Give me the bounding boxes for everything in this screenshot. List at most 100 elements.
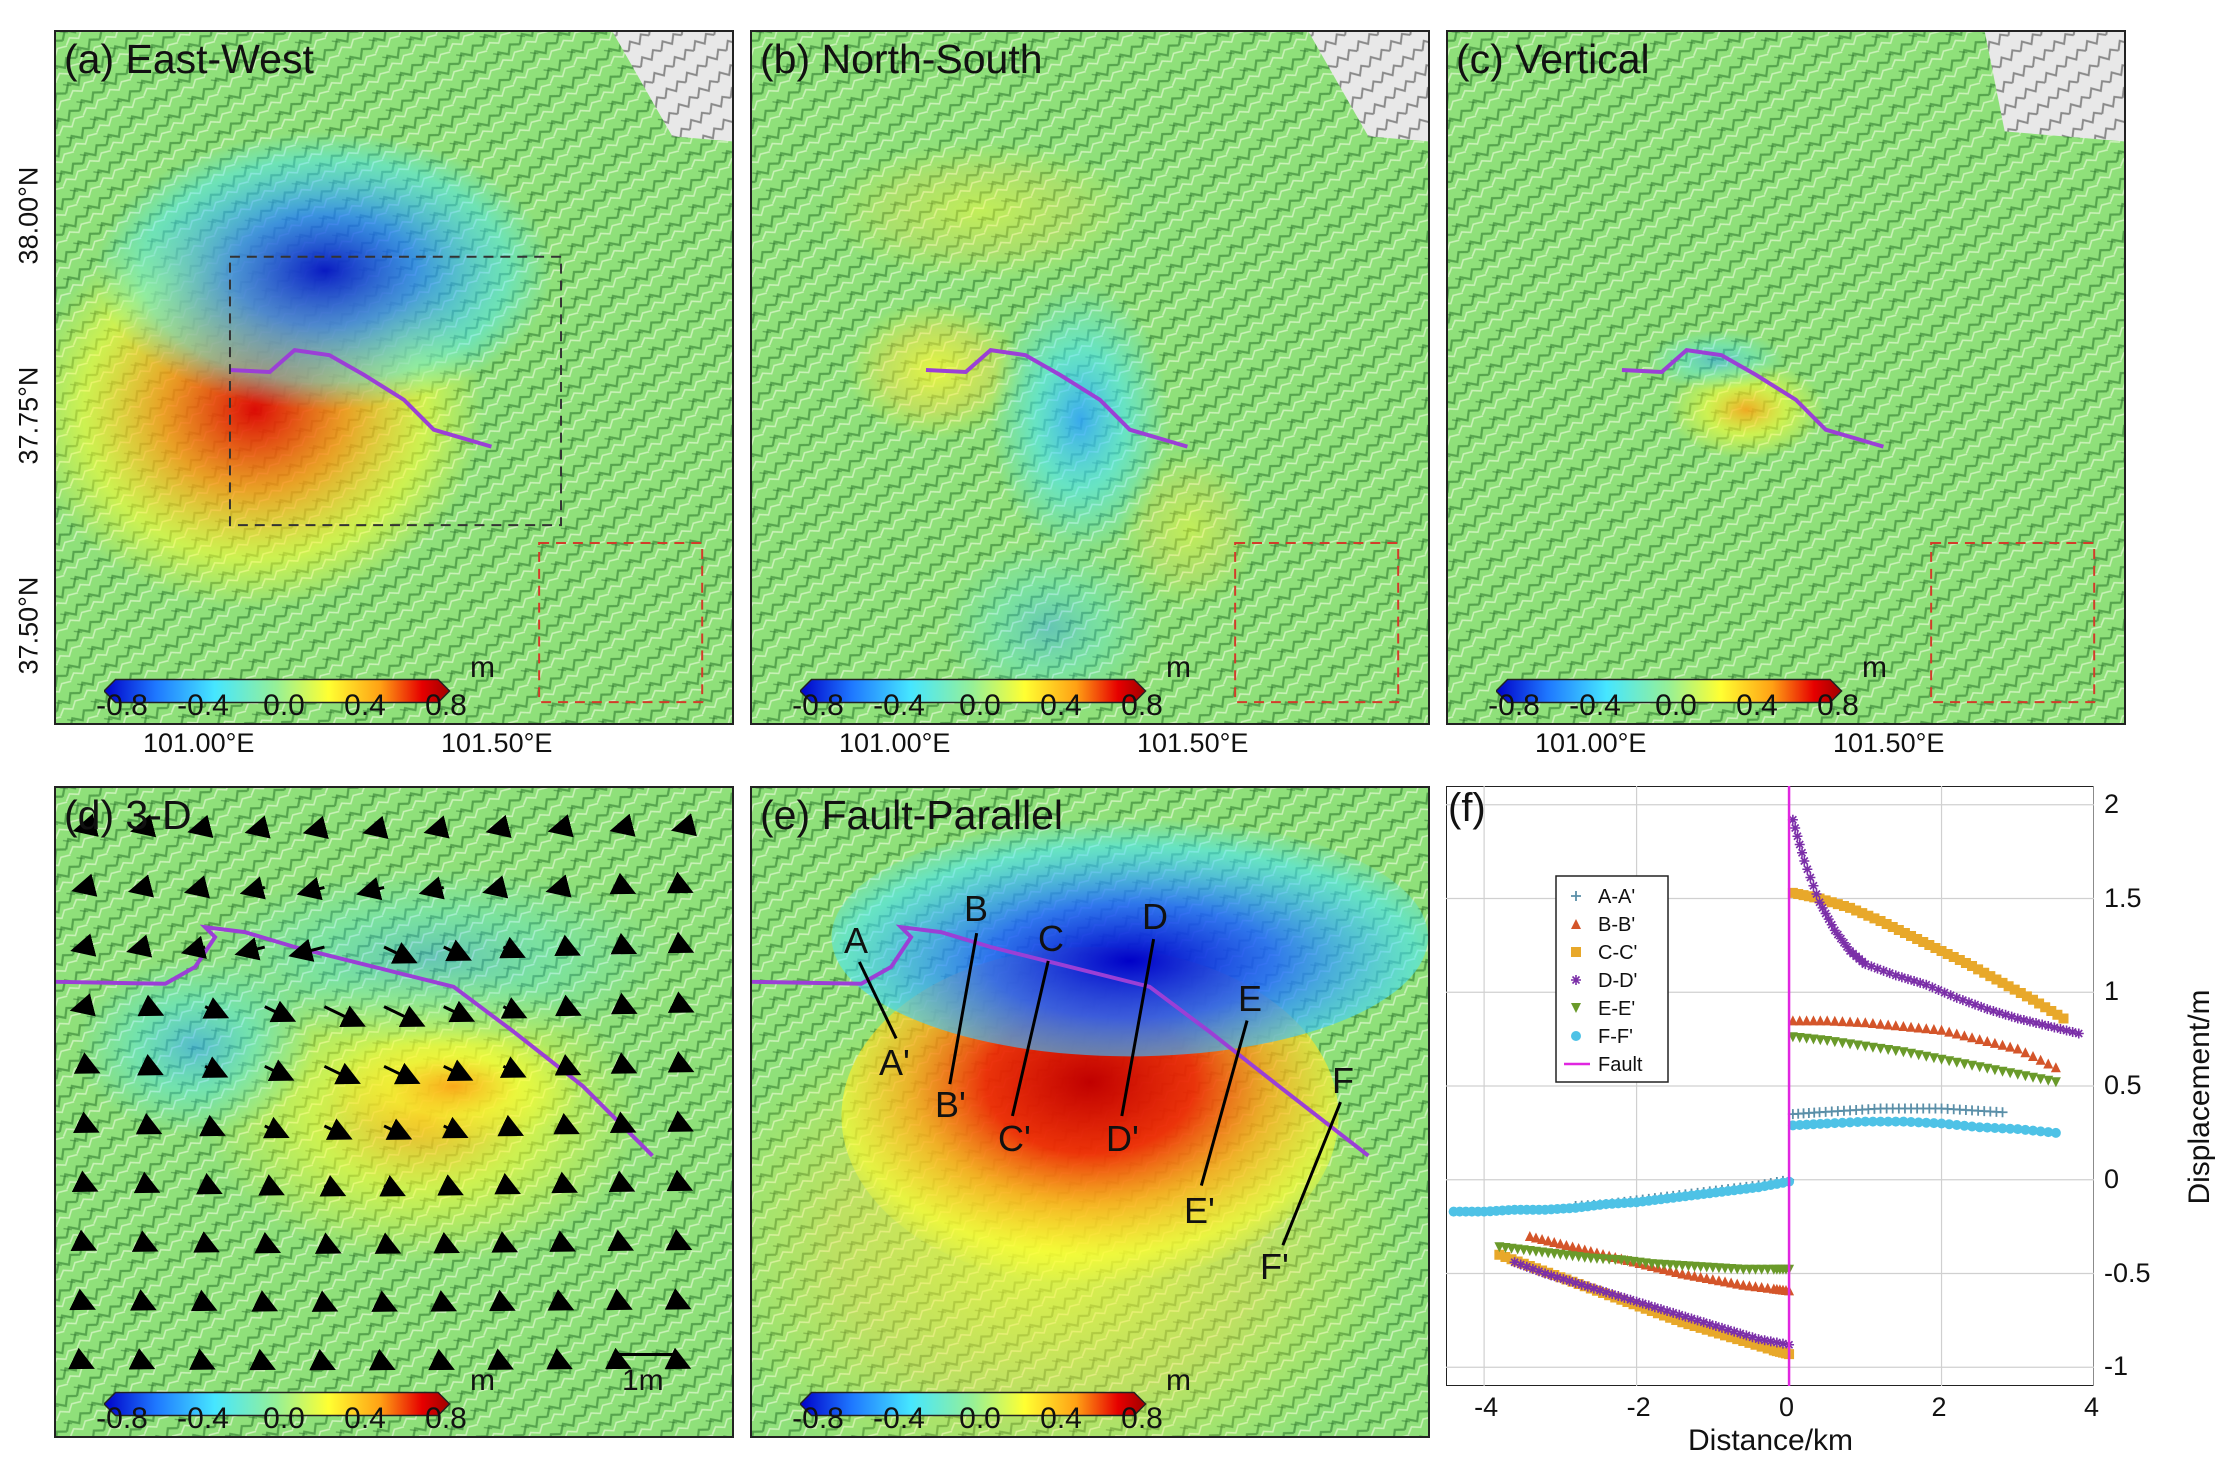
- data-point: [1989, 1123, 2000, 1133]
- data-point: [1524, 1231, 1535, 1241]
- x-tick-label: 2: [1931, 1392, 1947, 1422]
- colorbar-tick: 0.4: [1736, 689, 1778, 722]
- data-point: [2043, 1075, 2054, 1086]
- data-point: [1704, 1319, 1715, 1330]
- colorbar-gradient: [800, 1391, 1147, 1417]
- data-point: [1928, 1053, 1939, 1064]
- data-point: [2028, 1051, 2039, 1061]
- data-point: [1878, 965, 1889, 976]
- data-point: [1794, 1015, 1805, 1026]
- data-point: [1872, 963, 1883, 974]
- y-axis-label: Displacement/m: [2183, 989, 2216, 1205]
- data-point: [1515, 1259, 1526, 1270]
- colorbar-unit: m: [470, 651, 495, 684]
- data-point: [1571, 919, 1581, 929]
- data-point: [1973, 964, 1984, 975]
- data-point: [2009, 984, 2020, 995]
- data-point: [2061, 1025, 2072, 1036]
- data-point: [1959, 1030, 1970, 1041]
- data-point: [2055, 1024, 2066, 1034]
- data-point: [1837, 1038, 1848, 1049]
- profile-label: B': [935, 1084, 966, 1125]
- displacement-arrow: [137, 994, 165, 1017]
- displacement-arrow: [190, 1289, 218, 1312]
- data-point: [1732, 1334, 1743, 1345]
- fault-parallel-map: [752, 788, 1428, 1436]
- north-south-map: [752, 32, 1428, 723]
- colorbar-gradient: [800, 678, 1147, 704]
- data-point: [1692, 1315, 1703, 1326]
- data-point: [2003, 981, 2014, 992]
- data-point: [1798, 890, 1809, 901]
- panel-title-a: (a) East-West: [64, 36, 314, 82]
- displacement-arrow: [433, 1231, 460, 1254]
- displacement-arrow: [264, 1000, 297, 1023]
- displacement-arrow: [443, 1059, 474, 1081]
- data-point: [1893, 925, 1904, 935]
- data-point: [1765, 1336, 1776, 1347]
- data-point: [1845, 1117, 1856, 1128]
- x-tick-label: -4: [1474, 1392, 1499, 1422]
- data-point: [1991, 974, 2002, 985]
- profile-label: E': [1184, 1190, 1215, 1231]
- data-point: [2024, 1016, 2035, 1027]
- displacement-arrow: [193, 1231, 220, 1253]
- displacement-arrow: [609, 1111, 637, 1133]
- displacement-arrow: [311, 1290, 339, 1312]
- data-point: [1826, 919, 1837, 930]
- data-point: [1967, 961, 1978, 971]
- data-point: [1860, 1041, 1871, 1052]
- colorbar-tick: 0.4: [344, 689, 386, 722]
- data-point: [1808, 1015, 1819, 1026]
- data-point: [1989, 1037, 2000, 1048]
- data-point: [1707, 1326, 1718, 1337]
- displacement-arrow: [499, 936, 526, 959]
- data-point: [1906, 1021, 1917, 1032]
- data-point: [1985, 971, 1996, 982]
- displacement-arrow: [131, 1230, 159, 1252]
- profile-label: D: [1142, 896, 1168, 937]
- displacement-arrow: [183, 875, 211, 899]
- x-tick-101: 101.00°E: [839, 728, 951, 758]
- colorbar-tick: 0.8: [1121, 1402, 1163, 1435]
- displacement-arrow: [68, 1347, 95, 1370]
- data-point: [1571, 975, 1581, 985]
- y-tick-3775: 37.75°N: [13, 366, 44, 465]
- displacement-arrow: [667, 991, 695, 1013]
- data-point: [1744, 1337, 1755, 1348]
- data-point: [1631, 1296, 1642, 1307]
- data-point: [1665, 1265, 1676, 1276]
- series-F-F': [1448, 1116, 2061, 1217]
- displacement-arrow: [423, 815, 450, 839]
- legend-label: Fault: [1598, 1054, 1643, 1076]
- data-point: [1558, 1274, 1569, 1285]
- data-point: [1797, 847, 1808, 858]
- data-point: [1552, 1272, 1563, 1283]
- data-point: [1883, 1045, 1894, 1055]
- data-point: [2052, 1009, 2063, 1020]
- data-point: [1838, 937, 1849, 948]
- data-point: [1720, 1276, 1731, 1287]
- data-point: [1801, 1015, 1812, 1026]
- 3d-map: [56, 788, 732, 1436]
- data-point: [1890, 1020, 1901, 1031]
- data-point: [1814, 897, 1825, 908]
- data-point: [1726, 1277, 1737, 1288]
- data-point: [1607, 1289, 1618, 1300]
- data-point: [1967, 1121, 1978, 1132]
- data-point: [1944, 1026, 1955, 1037]
- data-point: [1829, 1118, 1840, 1129]
- displacement-arrow: [130, 1289, 157, 1311]
- data-point: [2040, 1002, 2051, 1013]
- data-point: [1521, 1261, 1532, 1272]
- displacement-arrow: [606, 1288, 633, 1311]
- data-point: [2050, 1062, 2061, 1073]
- data-point: [1944, 1119, 1955, 1130]
- data-point: [2028, 1072, 2039, 1083]
- profile-label: F: [1332, 1060, 1354, 1101]
- displacement-arrow: [234, 937, 266, 961]
- series-D-D': [1509, 814, 2084, 1350]
- data-point: [1820, 908, 1831, 919]
- data-point: [1762, 1282, 1773, 1293]
- displacement-arrow: [545, 874, 572, 898]
